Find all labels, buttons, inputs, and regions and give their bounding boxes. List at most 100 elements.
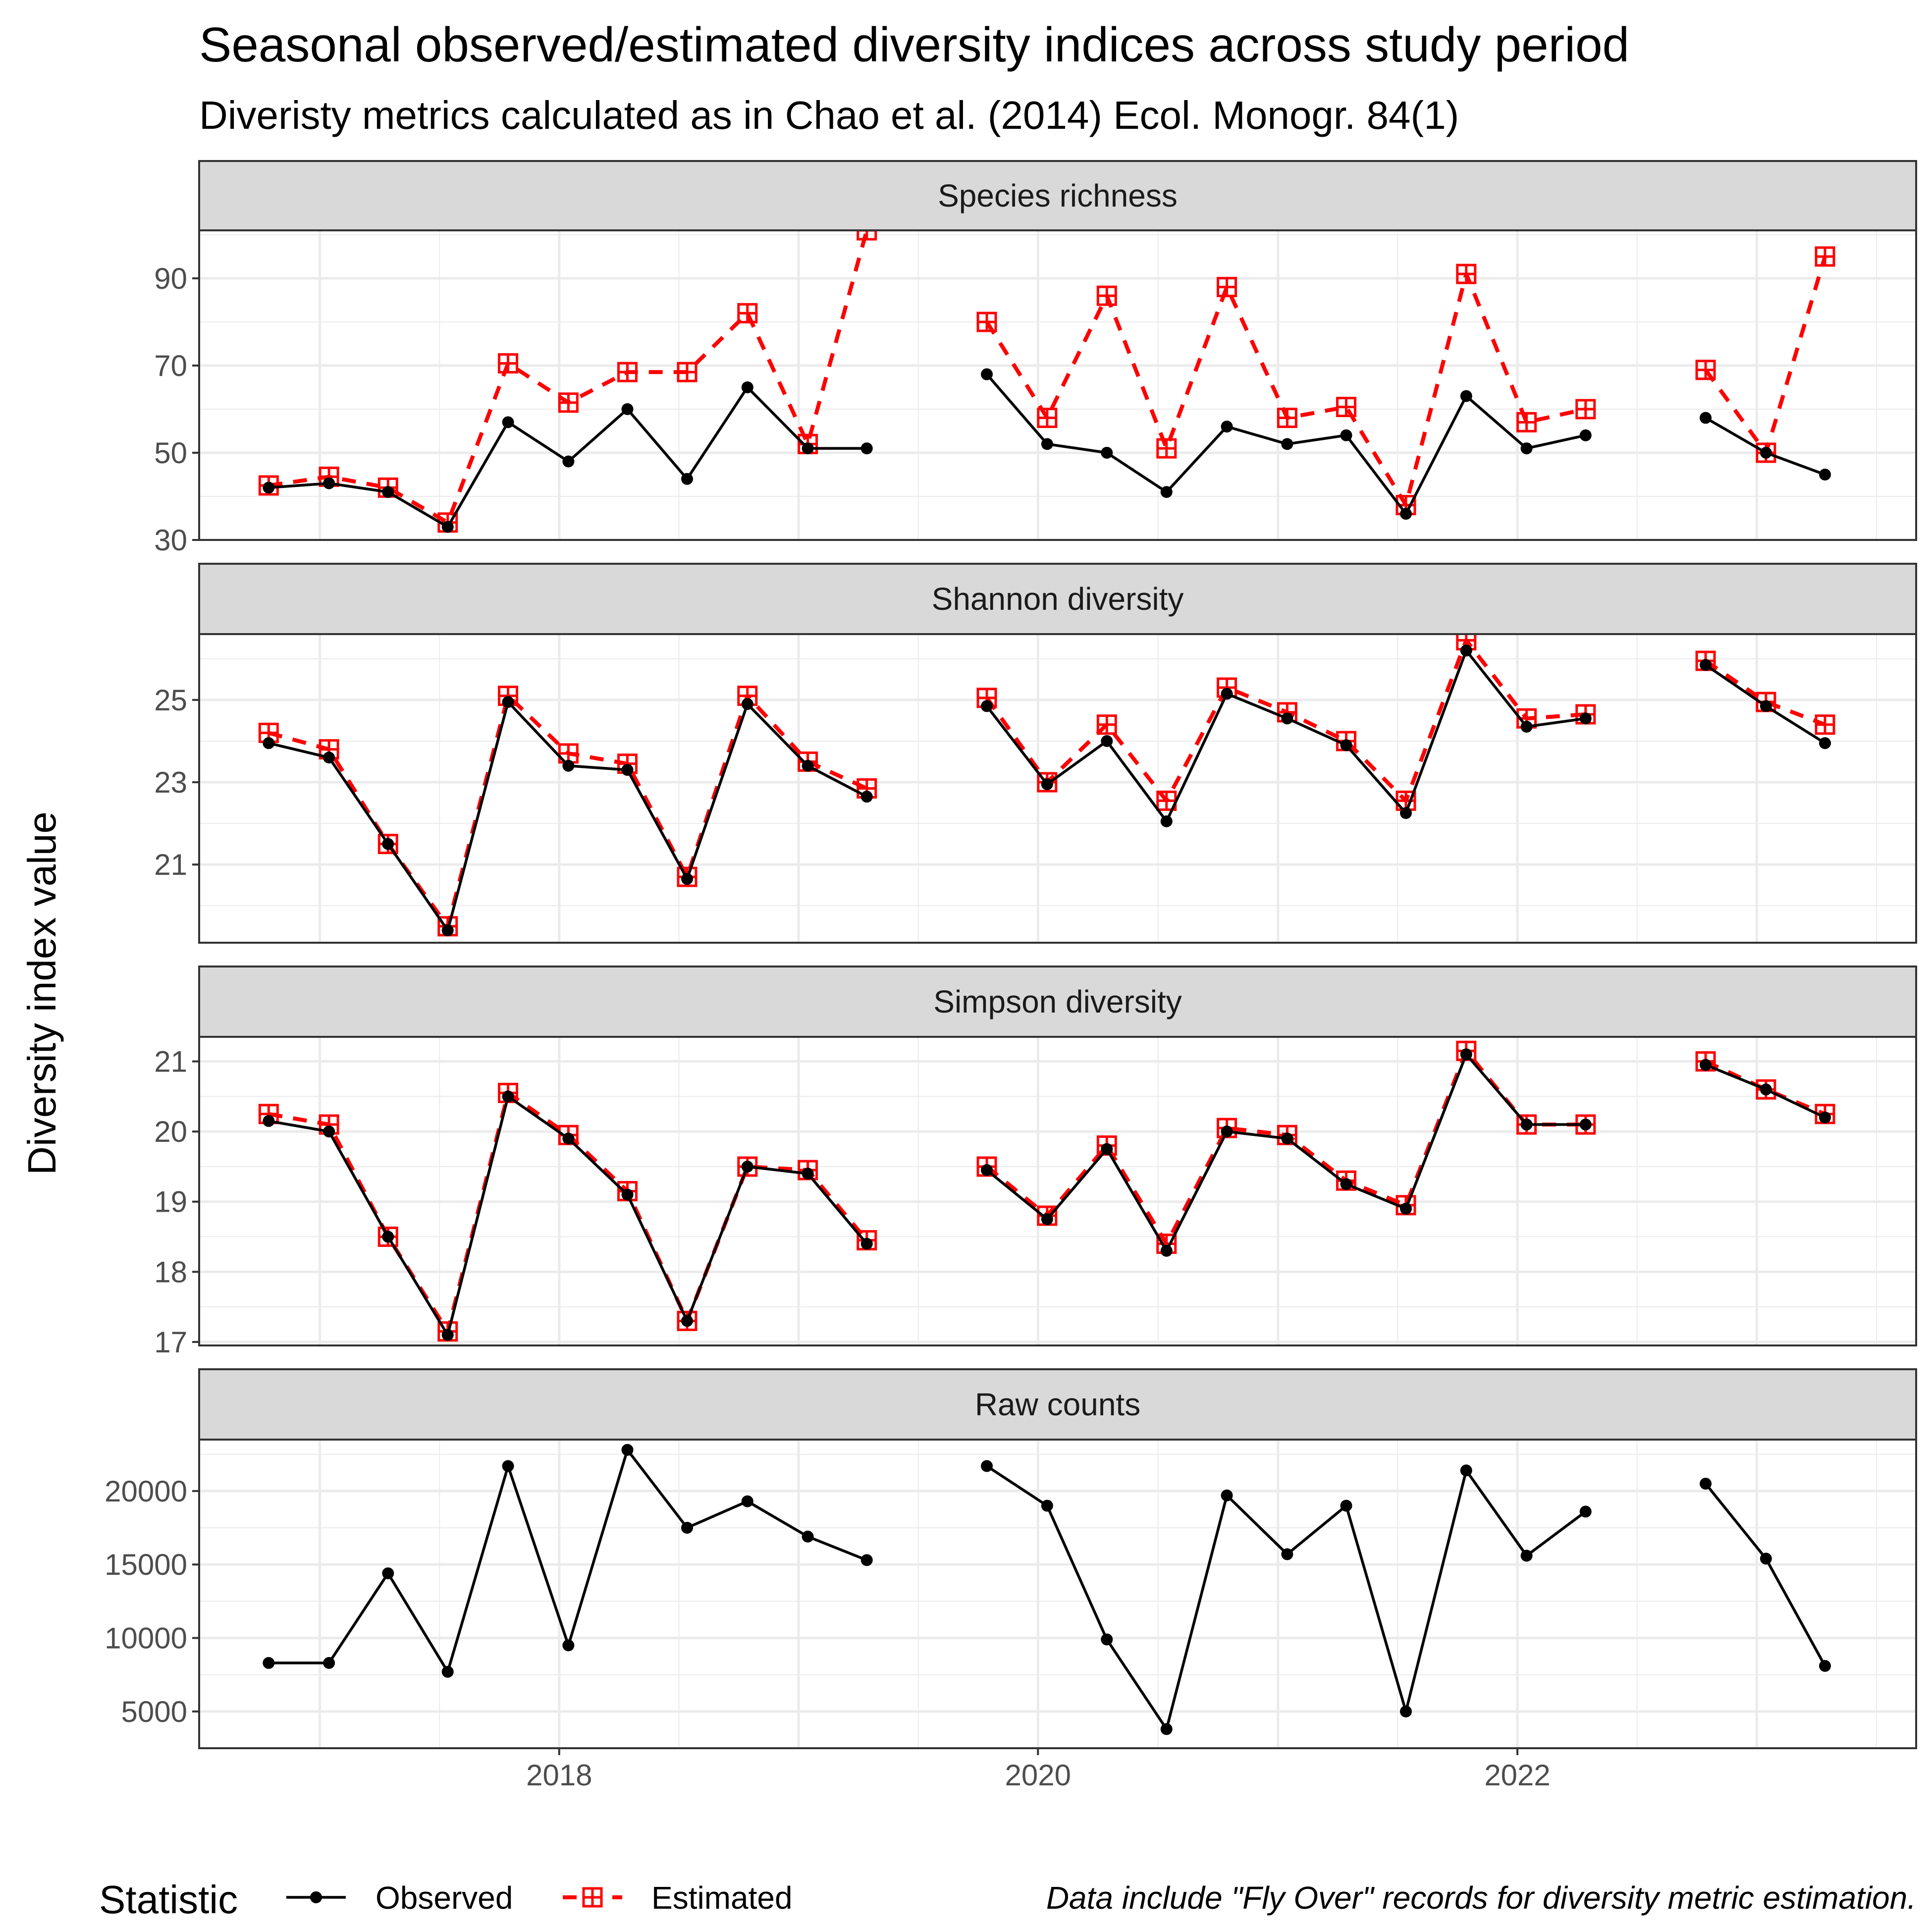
data-point-observed	[1221, 1126, 1233, 1138]
series-observed	[263, 644, 1831, 937]
data-point-observed	[681, 473, 693, 485]
data-point-observed	[1399, 807, 1412, 819]
data-point-observed	[263, 1115, 275, 1127]
y-tick-label: 20000	[105, 1475, 187, 1508]
data-point-observed	[1700, 412, 1712, 424]
data-point-observed	[802, 759, 814, 772]
data-point-estimated	[558, 392, 579, 413]
data-point-observed	[562, 1132, 575, 1145]
data-point-observed	[621, 1444, 634, 1456]
data-point-observed	[1819, 1660, 1831, 1672]
data-point-observed	[502, 416, 514, 429]
data-point-observed	[1520, 720, 1533, 733]
data-point-observed	[1221, 421, 1233, 433]
data-point-observed	[1160, 1723, 1173, 1735]
data-point-observed	[1819, 1111, 1831, 1124]
data-point-observed	[681, 1522, 693, 1534]
data-point-observed	[1041, 438, 1053, 450]
legend-title: Statistic	[99, 1878, 238, 1922]
data-point-estimated	[617, 362, 638, 382]
data-point-observed	[382, 1567, 394, 1579]
strip-label: Shannon diversity	[932, 581, 1184, 617]
data-point-observed	[1520, 1550, 1533, 1562]
data-point-observed	[802, 1530, 814, 1543]
data-point-estimated	[1277, 408, 1297, 429]
data-point-observed	[1700, 1478, 1712, 1490]
data-point-observed	[382, 486, 394, 498]
data-point-observed	[1281, 1132, 1293, 1145]
data-point-observed	[441, 924, 454, 937]
data-point-observed	[1460, 1048, 1472, 1061]
data-point-observed	[562, 1639, 575, 1652]
data-point-observed	[1160, 486, 1173, 498]
data-point-observed	[981, 368, 993, 380]
strip-background	[198, 160, 1917, 231]
data-point-observed	[1460, 390, 1472, 402]
chart-subtitle: Diveristy metrics calculated as in Chao …	[199, 93, 1459, 137]
data-point-observed	[502, 1460, 514, 1472]
y-tick-label: 70	[154, 349, 187, 382]
legend-label-observed: Observed	[376, 1880, 513, 1916]
strip-label: Raw counts	[975, 1387, 1140, 1422]
data-point-observed	[263, 482, 275, 494]
data-point-observed	[1041, 1213, 1053, 1226]
data-point-observed	[1221, 688, 1233, 700]
strip-label: Simpson diversity	[933, 984, 1182, 1020]
series-layer	[258, 1040, 1835, 1342]
strip-background	[198, 966, 1917, 1038]
data-point-estimated	[1516, 412, 1537, 432]
data-point-estimated	[1695, 360, 1716, 380]
x-tick-label: 2022	[1484, 1759, 1550, 1792]
data-point-observed	[621, 1188, 634, 1201]
y-tick-label: 23	[154, 766, 187, 799]
series-observed	[263, 368, 1831, 533]
data-point-observed	[1460, 1464, 1472, 1477]
data-point-observed	[323, 1126, 335, 1138]
data-point-observed	[860, 1237, 873, 1250]
y-tick-label: 50	[154, 436, 187, 470]
data-point-observed	[1340, 1178, 1352, 1190]
data-point-observed	[1760, 1553, 1772, 1565]
panel-border	[198, 1439, 1917, 1749]
y-tick-label: 18	[154, 1255, 187, 1288]
x-tick-label: 2018	[526, 1759, 592, 1792]
data-point-observed	[1340, 429, 1352, 441]
series-layer	[263, 1444, 1831, 1735]
data-point-estimated	[737, 303, 758, 323]
data-point-observed	[1399, 1705, 1412, 1717]
data-point-observed	[741, 698, 753, 710]
y-tick-label: 20	[154, 1115, 187, 1148]
data-point-observed	[263, 737, 275, 750]
data-point-observed	[1101, 446, 1113, 459]
data-point-observed	[1819, 737, 1831, 750]
y-tick-label: 15000	[105, 1548, 187, 1581]
y-tick-label: 30	[154, 524, 187, 557]
data-point-observed	[860, 442, 873, 455]
data-point-observed	[1160, 815, 1173, 827]
data-point-observed	[502, 696, 514, 708]
chart-title: Seasonal observed/estimated diversity in…	[199, 17, 1629, 72]
data-point-observed	[323, 477, 335, 489]
panel-shannon-diversity: Shannon diversity 21 23 25	[154, 563, 1917, 944]
panel-raw-counts: Raw counts 5000 10000 15000 20000	[105, 1368, 1917, 1749]
data-point-observed	[981, 1460, 993, 1472]
data-point-observed	[802, 1168, 814, 1180]
data-point-observed	[1281, 438, 1293, 450]
data-point-observed	[263, 1657, 275, 1669]
data-point-observed	[681, 873, 693, 885]
data-point-observed	[1101, 1633, 1113, 1646]
data-point-observed	[681, 1315, 693, 1327]
data-point-observed	[1700, 659, 1712, 671]
y-tick-label: 17	[154, 1326, 187, 1359]
y-tick-label: 21	[154, 848, 187, 881]
y-tick-label: 19	[154, 1185, 187, 1219]
data-point-observed	[860, 1554, 873, 1566]
data-point-observed	[1460, 644, 1472, 657]
data-point-observed	[1340, 739, 1352, 751]
data-point-observed	[562, 759, 575, 772]
panel-border	[198, 1036, 1917, 1346]
y-tick-label: 90	[154, 262, 187, 295]
data-point-observed	[441, 1329, 454, 1341]
data-point-observed	[860, 791, 873, 803]
data-point-observed	[562, 455, 575, 468]
